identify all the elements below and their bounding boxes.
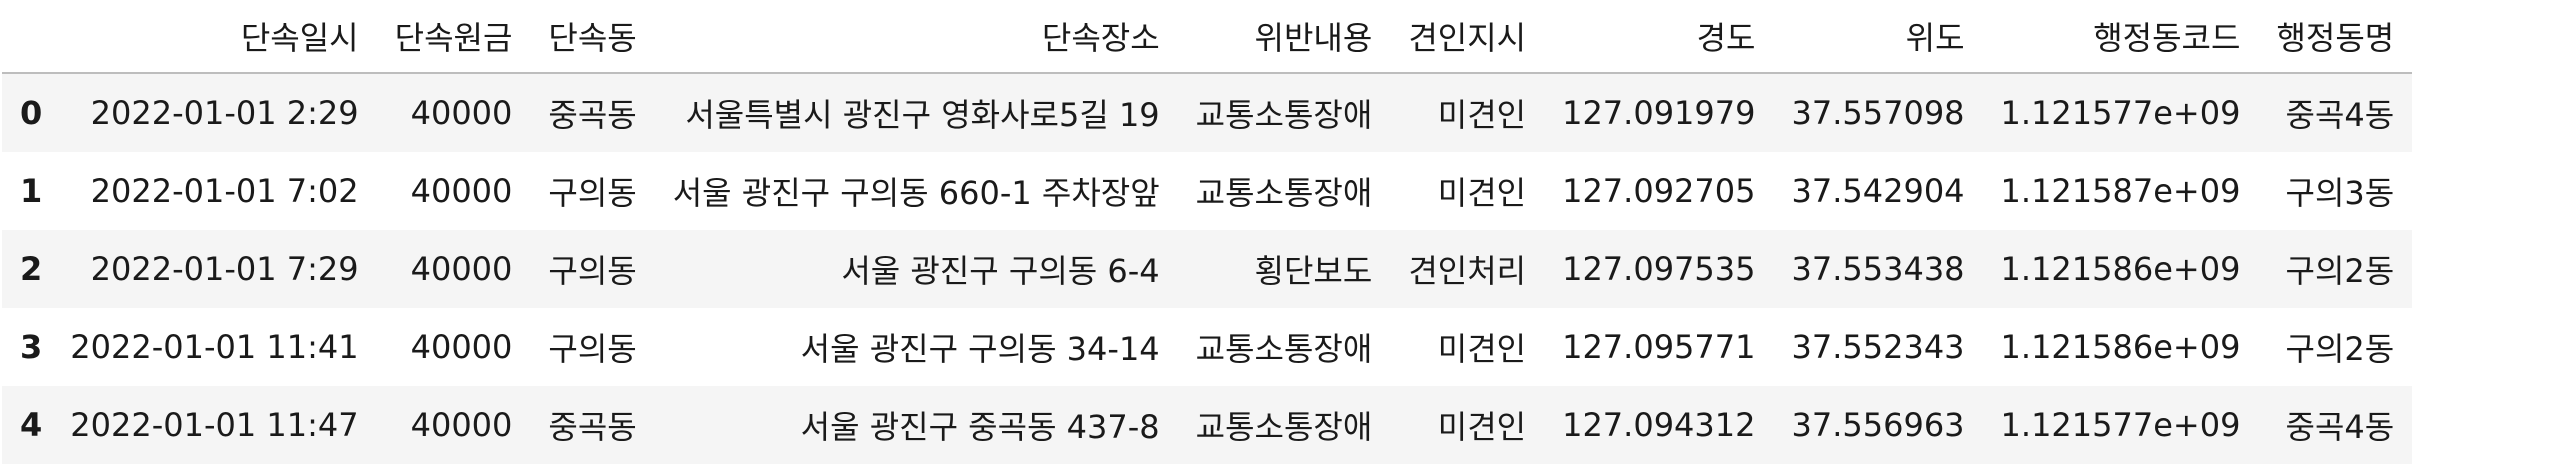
- cell-place: 서울 광진구 구의동 34-14: [800, 330, 1160, 368]
- cell-dong: 구의동: [548, 330, 637, 368]
- header-index: [2, 0, 53, 74]
- cell-amount: 40000: [410, 406, 513, 444]
- row-index: 3: [20, 328, 43, 366]
- cell-lon: 127.094312: [1562, 406, 1756, 444]
- cell-code: 1.121577e+09: [2000, 406, 2241, 444]
- cell-lat: 37.557098: [1791, 94, 1965, 132]
- header-dong: 단속동: [530, 0, 655, 74]
- table-row: 3 2022-01-01 11:41 40000 구의동 서울 광진구 구의동 …: [2, 308, 2413, 386]
- cell-violation: 교통소통장애: [1195, 96, 1373, 134]
- row-index: 2: [20, 250, 43, 288]
- row-index: 0: [20, 94, 43, 132]
- cell-tow: 미견인: [1437, 174, 1527, 212]
- cell-amount: 40000: [410, 250, 513, 288]
- header-row: 단속일시 단속원금 단속동 단속장소 위반내용 견인지시 경도 위도 행정동코드…: [2, 0, 2413, 74]
- header-datetime: 단속일시: [52, 0, 377, 74]
- cell-admin-dong: 구의3동: [2285, 174, 2395, 212]
- cell-code: 1.121586e+09: [2000, 250, 2241, 288]
- cell-violation: 교통소통장애: [1195, 408, 1373, 446]
- cell-lon: 127.097535: [1562, 250, 1756, 288]
- cell-lat: 37.553438: [1791, 250, 1965, 288]
- header-place: 단속장소: [654, 0, 1178, 74]
- cell-lon: 127.092705: [1562, 172, 1756, 210]
- cell-place: 서울 광진구 중곡동 437-8: [800, 408, 1160, 446]
- cell-violation: 교통소통장애: [1195, 330, 1373, 368]
- cell-lon: 127.095771: [1562, 328, 1756, 366]
- cell-amount: 40000: [410, 172, 513, 210]
- cell-dong: 구의동: [548, 252, 637, 290]
- cell-violation: 교통소통장애: [1195, 174, 1373, 212]
- header-lon: 경도: [1544, 0, 1774, 74]
- cell-datetime: 2022-01-01 7:29: [90, 250, 359, 288]
- cell-tow: 미견인: [1437, 96, 1527, 134]
- cell-lat: 37.542904: [1791, 172, 1965, 210]
- cell-admin-dong: 구의2동: [2285, 330, 2395, 368]
- table-row: 1 2022-01-01 7:02 40000 구의동 서울 광진구 구의동 6…: [2, 152, 2413, 230]
- cell-tow: 미견인: [1437, 408, 1527, 446]
- table-row: 2 2022-01-01 7:29 40000 구의동 서울 광진구 구의동 6…: [2, 230, 2413, 308]
- header-admin-dong: 행정동명: [2258, 0, 2413, 74]
- cell-code: 1.121586e+09: [2000, 328, 2241, 366]
- table-row: 0 2022-01-01 2:29 40000 중곡동 서울특별시 광진구 영화…: [2, 73, 2413, 152]
- header-violation: 위반내용: [1177, 0, 1391, 74]
- cell-lat: 37.556963: [1791, 406, 1965, 444]
- cell-code: 1.121587e+09: [2000, 172, 2241, 210]
- dataframe-table: 단속일시 단속원금 단속동 단속장소 위반내용 견인지시 경도 위도 행정동코드…: [2, 0, 2413, 464]
- table-body: 0 2022-01-01 2:29 40000 중곡동 서울특별시 광진구 영화…: [2, 73, 2413, 464]
- header-code: 행정동코드: [1982, 0, 2259, 74]
- cell-datetime: 2022-01-01 2:29: [90, 94, 359, 132]
- table-header: 단속일시 단속원금 단속동 단속장소 위반내용 견인지시 경도 위도 행정동코드…: [2, 0, 2413, 74]
- cell-admin-dong: 구의2동: [2285, 252, 2395, 290]
- cell-amount: 40000: [410, 328, 513, 366]
- cell-dong: 구의동: [548, 174, 637, 212]
- cell-tow: 견인처리: [1408, 252, 1527, 290]
- cell-violation: 횡단보도: [1254, 252, 1373, 290]
- header-tow: 견인지시: [1390, 0, 1545, 74]
- cell-place: 서울특별시 광진구 영화사로5길 19: [685, 96, 1160, 134]
- cell-dong: 중곡동: [548, 408, 637, 446]
- cell-admin-dong: 중곡4동: [2285, 408, 2395, 446]
- row-index: 4: [20, 406, 43, 444]
- cell-lat: 37.552343: [1791, 328, 1965, 366]
- cell-datetime: 2022-01-01 11:47: [70, 406, 359, 444]
- header-amount: 단속원금: [376, 0, 531, 74]
- cell-tow: 미견인: [1437, 330, 1527, 368]
- cell-amount: 40000: [410, 94, 513, 132]
- cell-lon: 127.091979: [1562, 94, 1756, 132]
- cell-code: 1.121577e+09: [2000, 94, 2241, 132]
- cell-datetime: 2022-01-01 7:02: [90, 172, 359, 210]
- header-lat: 위도: [1773, 0, 1983, 74]
- cell-admin-dong: 중곡4동: [2285, 96, 2395, 134]
- row-index: 1: [20, 172, 43, 210]
- table-row: 4 2022-01-01 11:47 40000 중곡동 서울 광진구 중곡동 …: [2, 386, 2413, 464]
- cell-place: 서울 광진구 구의동 660-1 주차장앞: [672, 174, 1160, 212]
- cell-dong: 중곡동: [548, 96, 637, 134]
- cell-datetime: 2022-01-01 11:41: [70, 328, 359, 366]
- cell-place: 서울 광진구 구의동 6-4: [841, 252, 1160, 290]
